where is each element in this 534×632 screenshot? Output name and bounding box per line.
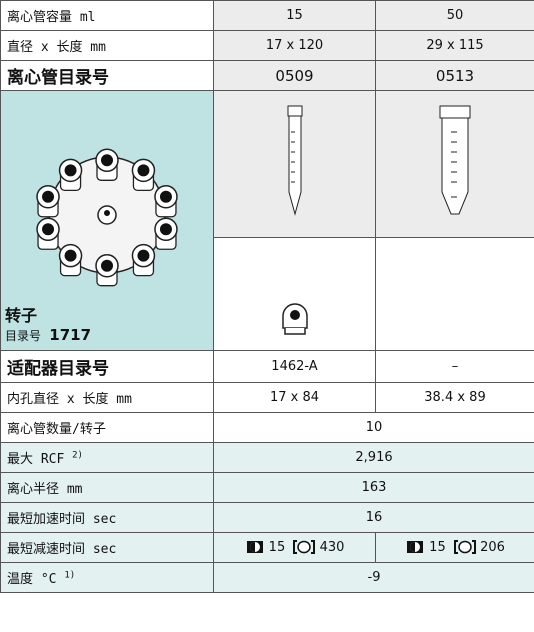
label: 温度 °C 1)	[0, 562, 214, 593]
rotor-label: 转子	[5, 306, 38, 325]
rotor-part	[159, 190, 172, 203]
label-text: 最大 RCF	[7, 452, 65, 467]
tube-image-cell	[213, 90, 376, 238]
row	[1, 237, 534, 351]
row: 最短减速时间 sec 15 430 15 206	[0, 532, 534, 563]
cell: 10	[213, 412, 534, 443]
spec-table: 离心管容量 ml 15 50 直径 x 长度 mm 17 x 120 29 x …	[0, 0, 534, 593]
adapter-image-cell	[213, 237, 376, 351]
cell: -9	[213, 562, 534, 593]
cell: 17 x 120	[213, 30, 376, 61]
label: 直径 x 长度 mm	[0, 30, 214, 61]
label: 离心管目录号	[0, 60, 214, 91]
brake-icon	[407, 541, 424, 553]
tube-image-cell	[375, 90, 534, 238]
value: 15	[268, 540, 286, 555]
rotor-part	[137, 249, 150, 262]
row: 离心半径 mm 163	[0, 472, 534, 503]
cell: 163	[213, 472, 534, 503]
label: 离心管容量 ml	[0, 0, 214, 31]
brake-off-icon	[453, 540, 476, 554]
rotor-part	[64, 164, 77, 177]
note: 1)	[64, 570, 76, 581]
row: 离心管数量/转子 10	[0, 412, 534, 443]
row: 内孔直径 x 长度 mm 17 x 84 38.4 x 89	[0, 382, 534, 413]
rotor-part	[137, 164, 150, 177]
brake-icon	[246, 541, 263, 553]
row: 转子 目录号 1717	[0, 90, 534, 351]
empty-cell	[375, 237, 534, 351]
rotor-part	[104, 210, 110, 216]
rotor-part	[159, 223, 172, 236]
catalog-number: 1717	[49, 326, 92, 344]
cell: –	[375, 350, 534, 383]
tube-50	[439, 105, 471, 215]
cell: 0513	[375, 60, 534, 91]
catalog-label: 目录号	[5, 329, 42, 343]
cell: 15 430	[213, 532, 376, 563]
row: 适配器目录号 1462-A –	[0, 350, 534, 383]
rotor-part	[101, 154, 113, 167]
note: 2)	[72, 450, 83, 461]
label: 最短减速时间 sec	[0, 532, 214, 563]
rotor-image	[36, 148, 178, 287]
rotor-catalog: 目录号 1717	[5, 326, 209, 344]
rotor-part	[42, 190, 55, 203]
value: 206	[480, 540, 505, 555]
row: 离心管容量 ml 15 50	[0, 0, 534, 31]
cell: 0509	[213, 60, 376, 91]
cell: 16	[213, 502, 534, 533]
row: 温度 °C 1) -9	[0, 562, 534, 593]
cell: 15	[213, 0, 376, 31]
tube-15	[287, 105, 302, 216]
rotor-part	[42, 223, 55, 236]
rotor-part	[64, 249, 77, 262]
cell: 15 206	[375, 532, 534, 563]
label: 离心管数量/转子	[0, 412, 214, 443]
cell: 50	[375, 0, 534, 31]
rotor-cell: 转子 目录号 1717	[0, 90, 214, 351]
cell: 2,916	[213, 442, 534, 473]
label: 内孔直径 x 长度 mm	[0, 382, 214, 413]
value: 15	[429, 540, 446, 555]
cell: 1462-A	[213, 350, 376, 383]
brake-off-icon	[293, 540, 316, 554]
label: 最短加速时间 sec	[0, 502, 214, 533]
row: 直径 x 长度 mm 17 x 120 29 x 115	[0, 30, 534, 61]
label: 适配器目录号	[0, 350, 214, 383]
row: 最短加速时间 sec 16	[0, 502, 534, 533]
adapter-image	[281, 303, 308, 335]
rotor-part	[101, 259, 113, 272]
cell: 38.4 x 89	[375, 382, 534, 413]
row: 最大 RCF 2) 2,916	[0, 442, 534, 473]
label: 最大 RCF 2)	[0, 442, 214, 473]
row: 离心管目录号 0509 0513	[0, 60, 534, 91]
label: 离心半径 mm	[0, 472, 214, 503]
label-text: 温度 °C	[7, 572, 57, 587]
cell: 29 x 115	[375, 30, 534, 61]
cell: 17 x 84	[213, 382, 376, 413]
value: 430	[319, 540, 345, 555]
